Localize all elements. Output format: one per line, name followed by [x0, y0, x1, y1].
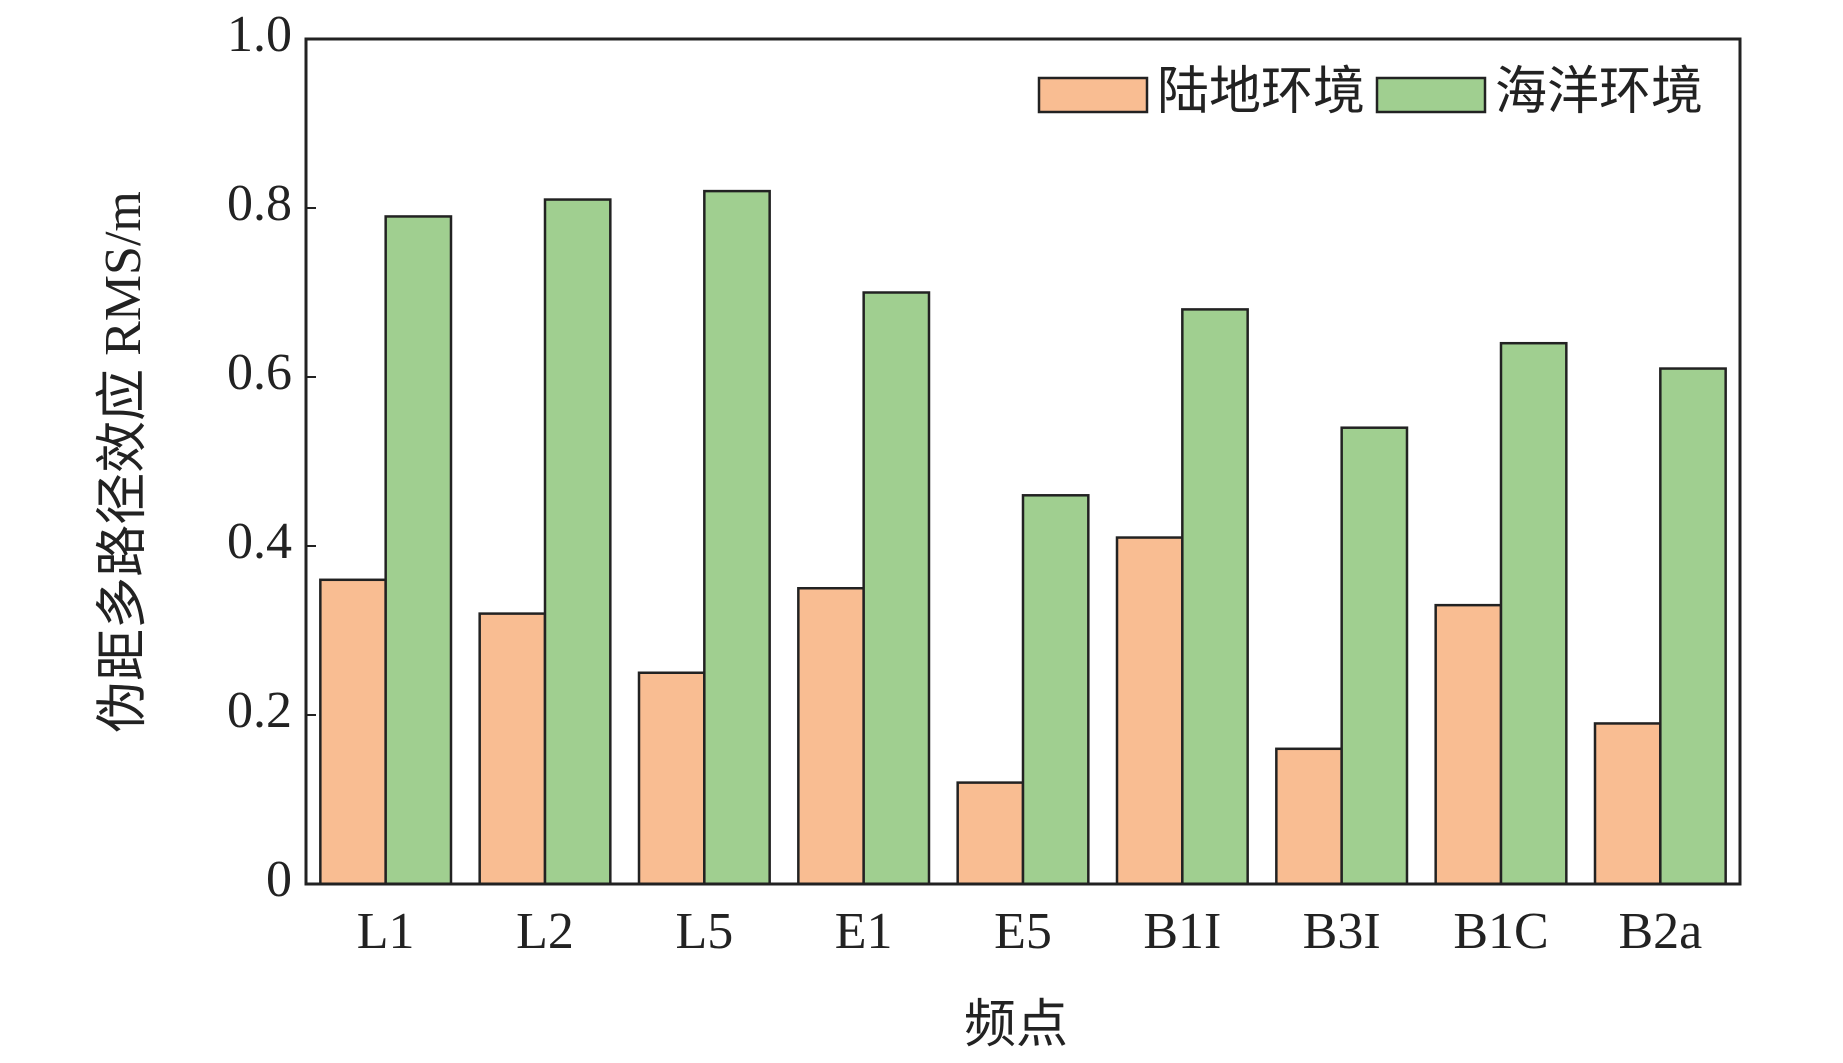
y-tick-label: 0.2 [227, 682, 292, 739]
bar [384, 215, 453, 886]
x-tick-label: L5 [675, 903, 733, 960]
bar [1021, 494, 1090, 886]
bar [478, 612, 547, 886]
plot-frame [304, 37, 1742, 886]
legend-label: 海洋环境 [1495, 64, 1703, 121]
bar [637, 671, 706, 886]
x-tick-label: B2a [1618, 903, 1702, 960]
x-tick-label: L2 [516, 903, 574, 960]
bar [1181, 308, 1249, 886]
x-tick-label: B1I [1143, 903, 1221, 960]
y-tick-label: 0.8 [227, 175, 292, 232]
bar [543, 198, 612, 886]
bar [797, 587, 865, 886]
bar [1115, 536, 1184, 886]
bar [956, 781, 1025, 886]
bar [1340, 426, 1409, 886]
y-tick-label: 1.0 [227, 6, 292, 63]
bar [1499, 341, 1568, 886]
x-tick-label: E5 [994, 903, 1052, 960]
bar [1659, 367, 1727, 886]
legend-swatch [1037, 76, 1149, 114]
bar [1275, 747, 1343, 886]
x-tick-label: B1C [1453, 903, 1548, 960]
bar [1434, 603, 1503, 886]
bar [862, 291, 931, 886]
bar [1593, 722, 1662, 886]
legend-label: 陆地环境 [1157, 64, 1365, 121]
x-tick-label: E1 [835, 903, 893, 960]
y-tick-label: 0 [266, 851, 292, 908]
y-axis-label: 伪距多路径效应 RMS/m [95, 191, 152, 733]
x-tick-label: B3I [1303, 903, 1381, 960]
y-tick-label: 0.4 [227, 513, 292, 570]
x-tick-label: L1 [357, 903, 415, 960]
bar [319, 578, 387, 886]
y-tick-label: 0.6 [227, 344, 292, 401]
x-axis-label: 频点 [964, 997, 1068, 1054]
bar [703, 189, 771, 886]
legend-swatch [1375, 76, 1487, 114]
